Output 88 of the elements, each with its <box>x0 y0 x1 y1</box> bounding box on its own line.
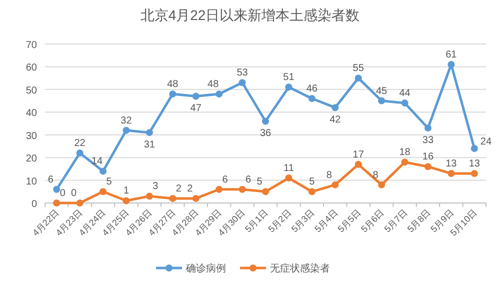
point <box>100 168 107 175</box>
data-label: 53 <box>236 68 248 79</box>
data-label: 45 <box>376 86 388 97</box>
data-label: 0 <box>60 188 66 199</box>
legend-item: 确诊病例 <box>156 264 226 274</box>
data-label: 13 <box>468 158 480 170</box>
y-tick-label: 20 <box>26 154 38 165</box>
data-label: 14 <box>91 156 104 168</box>
data-label: 3 <box>152 181 159 192</box>
point <box>192 92 200 100</box>
point <box>401 100 408 107</box>
data-label: 44 <box>399 88 411 100</box>
point <box>238 79 246 86</box>
point <box>192 194 200 202</box>
data-label: 6 <box>48 174 54 186</box>
point <box>424 163 432 170</box>
point <box>216 90 223 98</box>
point <box>238 186 246 193</box>
y-tick-label: 50 <box>26 85 38 96</box>
data-label: 32 <box>120 115 132 126</box>
point <box>448 60 455 68</box>
data-label: 18 <box>399 147 411 158</box>
point <box>262 118 269 125</box>
y-tick-label: 0 <box>31 199 38 210</box>
y-tick-label: 60 <box>26 62 38 74</box>
point <box>122 197 130 204</box>
legend-item: 无症状感染者 <box>240 264 330 274</box>
point <box>169 90 176 98</box>
data-label: 46 <box>306 84 318 95</box>
data-label: 47 <box>190 103 202 114</box>
point <box>53 200 60 206</box>
data-label: 13 <box>446 158 458 170</box>
point <box>448 170 455 177</box>
point <box>354 160 362 168</box>
y-tick-label: 30 <box>26 130 38 142</box>
point <box>424 124 432 132</box>
data-label: 0 <box>71 188 78 199</box>
data-label: 11 <box>284 163 294 174</box>
data-label: 36 <box>260 128 272 140</box>
point <box>262 188 269 196</box>
point <box>285 84 292 91</box>
data-label: 51 <box>283 72 295 84</box>
point <box>332 181 339 188</box>
data-label: 42 <box>330 114 342 126</box>
point <box>76 200 84 206</box>
data-label: 31 <box>144 140 156 151</box>
data-label: 22 <box>74 138 86 150</box>
point <box>378 181 386 188</box>
data-label: 5 <box>309 176 316 188</box>
point <box>354 74 362 82</box>
point <box>122 126 130 134</box>
data-label: 2 <box>176 183 182 194</box>
point <box>53 186 60 193</box>
point <box>378 97 386 104</box>
data-label: 61 <box>446 49 458 60</box>
data-label: 2 <box>187 183 194 194</box>
point <box>169 194 176 202</box>
point <box>146 129 153 136</box>
legend-label: 确诊病例 <box>185 262 226 274</box>
data-label: 48 <box>208 78 220 90</box>
data-label: 1 <box>123 186 130 197</box>
legend-label: 无症状感染者 <box>270 262 330 274</box>
data-label: 24 <box>480 136 492 148</box>
data-label: 5 <box>106 176 112 188</box>
data-label: 6 <box>246 174 252 186</box>
y-tick-label: 10 <box>26 176 38 188</box>
point <box>216 186 223 193</box>
point <box>401 158 408 166</box>
data-label: 33 <box>422 135 434 146</box>
data-label: 6 <box>222 174 228 186</box>
point <box>285 174 292 182</box>
point <box>76 150 84 157</box>
point <box>308 95 316 102</box>
point <box>146 192 153 200</box>
data-label: 17 <box>352 149 364 160</box>
chart-title: 北京4月22日以来新增本土感染者数 <box>140 7 360 23</box>
y-tick-label: 70 <box>26 40 38 51</box>
data-label: 8 <box>326 170 332 181</box>
data-label: 5 <box>256 176 263 188</box>
point <box>470 144 478 152</box>
data-label: 48 <box>167 78 179 90</box>
point <box>470 170 478 177</box>
point <box>308 188 316 196</box>
y-tick-label: 40 <box>26 108 38 120</box>
point <box>100 188 107 196</box>
point <box>332 104 339 112</box>
data-label: 55 <box>352 63 364 74</box>
data-label: 16 <box>422 152 434 163</box>
